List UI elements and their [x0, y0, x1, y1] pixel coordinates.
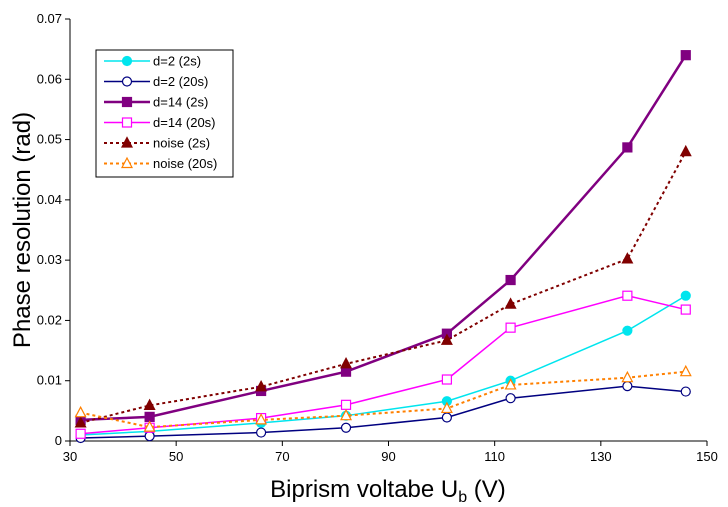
legend-label: d=14 (2s) — [153, 95, 208, 110]
legend-swatch-marker — [121, 76, 133, 87]
y-tick-label: 0.06 — [37, 71, 62, 86]
data-point — [340, 408, 353, 421]
data-point — [75, 428, 86, 439]
data-point — [680, 290, 691, 301]
series-line — [80, 294, 686, 435]
x-axis-title: Biprism voltabe Ub (V) — [270, 476, 506, 506]
data-point — [340, 357, 353, 369]
data-point — [680, 304, 691, 315]
x-tick-label: 30 — [63, 449, 77, 464]
legend-item: noise (2s) — [104, 136, 210, 151]
data-point — [505, 322, 516, 333]
data-point — [143, 398, 156, 411]
x-tick-label: 90 — [381, 449, 395, 464]
x-tick-label: 50 — [169, 449, 183, 464]
data-point — [622, 142, 633, 153]
legend-swatch-marker — [121, 117, 133, 128]
data-point — [679, 144, 692, 157]
x-axis-title-subscript: b — [458, 489, 467, 506]
data-point — [441, 412, 452, 423]
legend-label: d=14 (20s) — [153, 115, 216, 130]
data-point — [680, 50, 691, 61]
y-tick-label: 0.05 — [37, 132, 62, 147]
y-tick-label: 0.07 — [37, 11, 62, 26]
data-point — [143, 420, 156, 432]
legend-swatch-marker — [121, 96, 133, 108]
series-line — [80, 151, 687, 424]
data-point — [679, 364, 692, 377]
data-point — [622, 325, 633, 336]
series-5 — [74, 144, 692, 428]
y-tick-label: 0.01 — [37, 373, 62, 388]
axes: 0 0.01 0.02 0.03 0.04 0.05 0.06 0.07 30 50 70 90 110… — [37, 11, 718, 464]
data-point — [74, 416, 87, 428]
series-line — [80, 54, 687, 422]
data-point — [144, 411, 155, 422]
data-point — [505, 393, 516, 404]
data-point — [504, 297, 517, 309]
x-tick-label: 130 — [590, 449, 612, 464]
y-tick-label: 0.04 — [37, 192, 62, 207]
legend-label: noise (20s) — [153, 156, 217, 171]
legend-label: noise (2s) — [153, 136, 210, 151]
legend-item: d=2 (20s) — [104, 74, 208, 89]
x-tick-label: 110 — [484, 449, 505, 464]
x-axis-title-unit: (V) — [467, 476, 506, 503]
series-layer — [74, 50, 692, 444]
legend-swatch-marker — [121, 156, 133, 169]
data-point — [504, 378, 517, 390]
y-tick-label: 0 — [55, 433, 62, 448]
data-point — [622, 290, 633, 301]
series-line — [80, 295, 687, 436]
x-tick-label: 70 — [275, 449, 289, 464]
series-6 — [74, 364, 692, 432]
legend-label: d=2 (20s) — [153, 74, 208, 89]
data-point — [340, 422, 352, 433]
data-point — [256, 427, 267, 438]
legend-item: noise (20s) — [104, 156, 217, 171]
legend-swatch-marker — [121, 136, 133, 148]
data-point — [622, 381, 633, 392]
series-line — [80, 385, 686, 439]
data-point — [441, 374, 452, 385]
data-point — [74, 405, 87, 418]
data-point — [505, 274, 516, 286]
data-point — [340, 366, 352, 377]
legend-item: d=2 (2s) — [104, 54, 201, 69]
data-point — [440, 401, 453, 414]
x-tick-label: 150 — [696, 449, 718, 464]
data-point — [255, 379, 268, 392]
y-axis-title: Phase resolution (rad) — [9, 112, 36, 348]
y-tick-label: 0.03 — [37, 252, 62, 267]
legend-label: d=2 (2s) — [153, 54, 201, 69]
data-point — [255, 413, 268, 425]
y-tick-label: 0.02 — [37, 312, 62, 327]
data-point — [340, 399, 352, 410]
legend-item: d=14 (2s) — [104, 95, 208, 110]
legend-item: d=14 (20s) — [104, 115, 216, 130]
legend-swatch-marker — [121, 55, 133, 67]
data-point — [621, 370, 634, 383]
data-point — [440, 333, 453, 345]
data-point — [680, 386, 691, 397]
legend: d=2 (2s) d=2 (20s) d=14 (2s) d=14 (20s) nois… — [95, 49, 234, 178]
data-point — [621, 252, 634, 264]
axis-titles: Biprism voltabe Ub (V) Phase resolution … — [9, 112, 506, 506]
legend-box — [95, 49, 234, 178]
data-point — [144, 431, 155, 442]
